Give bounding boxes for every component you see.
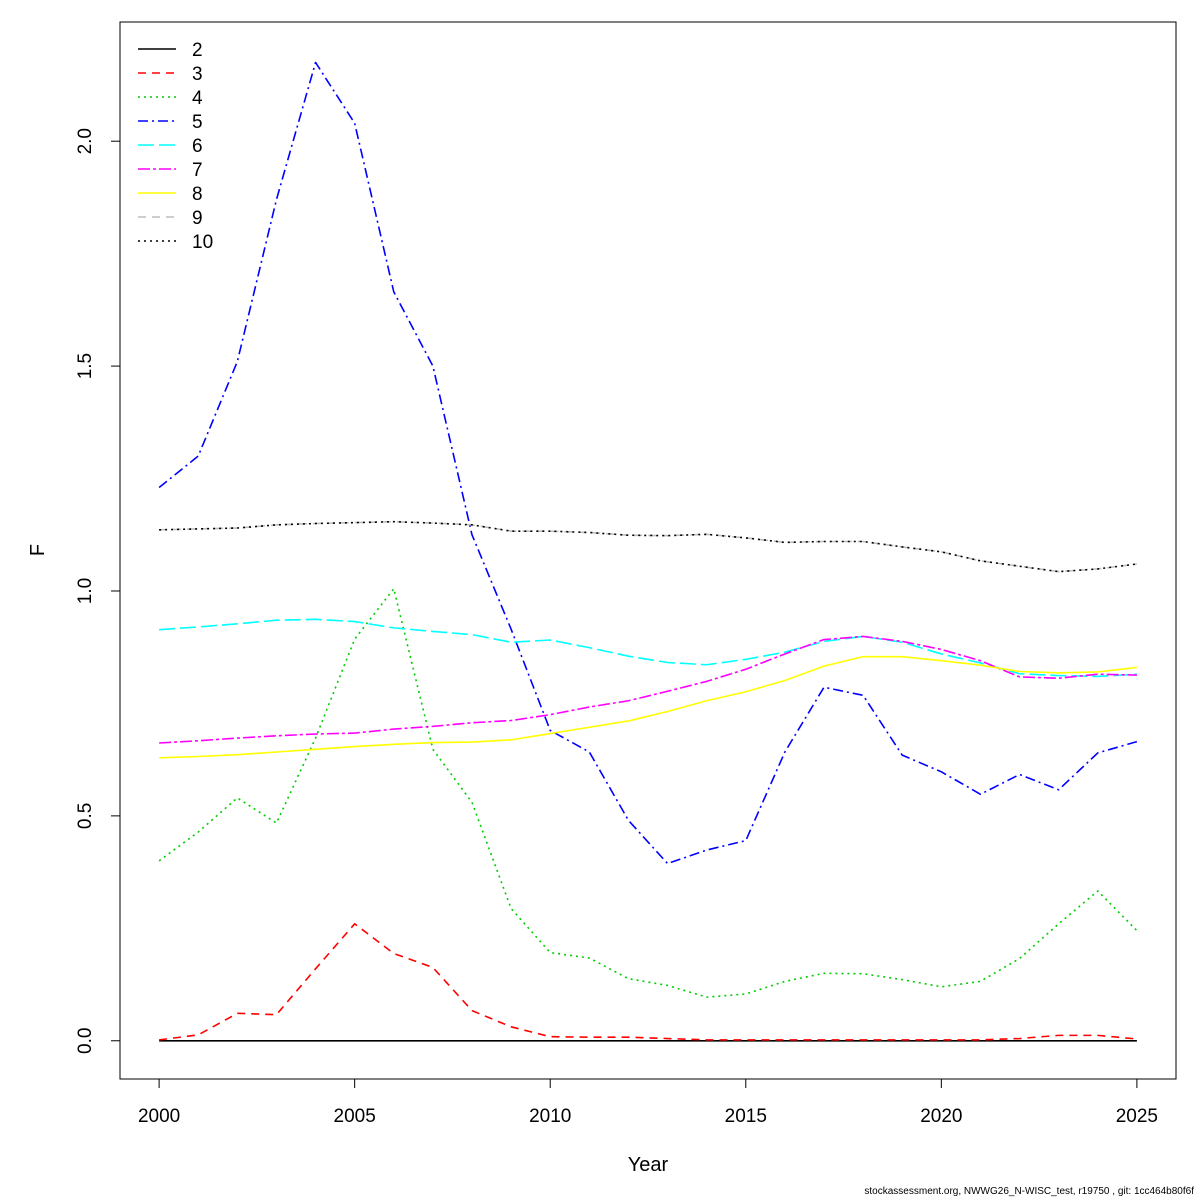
legend-label-8: 8 — [192, 184, 203, 205]
y-axis-title: F — [27, 544, 49, 556]
y-tick-label: 1.0 — [75, 578, 96, 604]
legend-label-2: 2 — [192, 40, 203, 61]
x-axis-title: Year — [628, 1154, 669, 1176]
legend-label-6: 6 — [192, 136, 203, 157]
series-line-10 — [159, 520, 1137, 573]
series-line-3 — [159, 923, 1137, 1041]
y-tick-label: 2.0 — [75, 128, 96, 154]
legend-label-7: 7 — [192, 160, 203, 181]
legend-label-10: 10 — [192, 232, 213, 253]
legend-label-9: 9 — [192, 208, 203, 229]
series-line-6 — [159, 618, 1137, 678]
legend: 2 3 4 5 6 7 8 9 10 — [138, 40, 213, 253]
series-line-5 — [158, 61, 1138, 865]
x-tick-label: 2005 — [334, 1106, 376, 1127]
footnote: stockassessment.org, NWWG26_N-WISC_test,… — [864, 1186, 1194, 1197]
y-tick-label: 0.5 — [75, 803, 96, 829]
x-axis: 2000 2005 2010 2015 2020 2025 — [138, 1078, 1158, 1127]
legend-label-3: 3 — [192, 64, 203, 85]
y-axis: 0.0 0.5 1.0 1.5 2.0 — [75, 128, 121, 1054]
legend-label-4: 4 — [192, 88, 203, 109]
series-line-7 — [159, 635, 1137, 744]
series-layer — [158, 61, 1138, 1042]
x-tick-label: 2020 — [920, 1106, 962, 1127]
legend-label-5: 5 — [192, 112, 203, 133]
x-tick-label: 2000 — [138, 1106, 180, 1127]
y-tick-label: 1.5 — [75, 353, 96, 379]
series-line-9 — [159, 520, 1137, 573]
y-tick-label: 0.0 — [75, 1028, 96, 1054]
series-line-4 — [158, 587, 1138, 998]
series-line-8 — [159, 655, 1137, 759]
x-tick-label: 2025 — [1116, 1106, 1158, 1127]
x-tick-label: 2010 — [529, 1106, 571, 1127]
plot-frame — [119, 21, 1177, 1080]
x-tick-label: 2015 — [725, 1106, 767, 1127]
